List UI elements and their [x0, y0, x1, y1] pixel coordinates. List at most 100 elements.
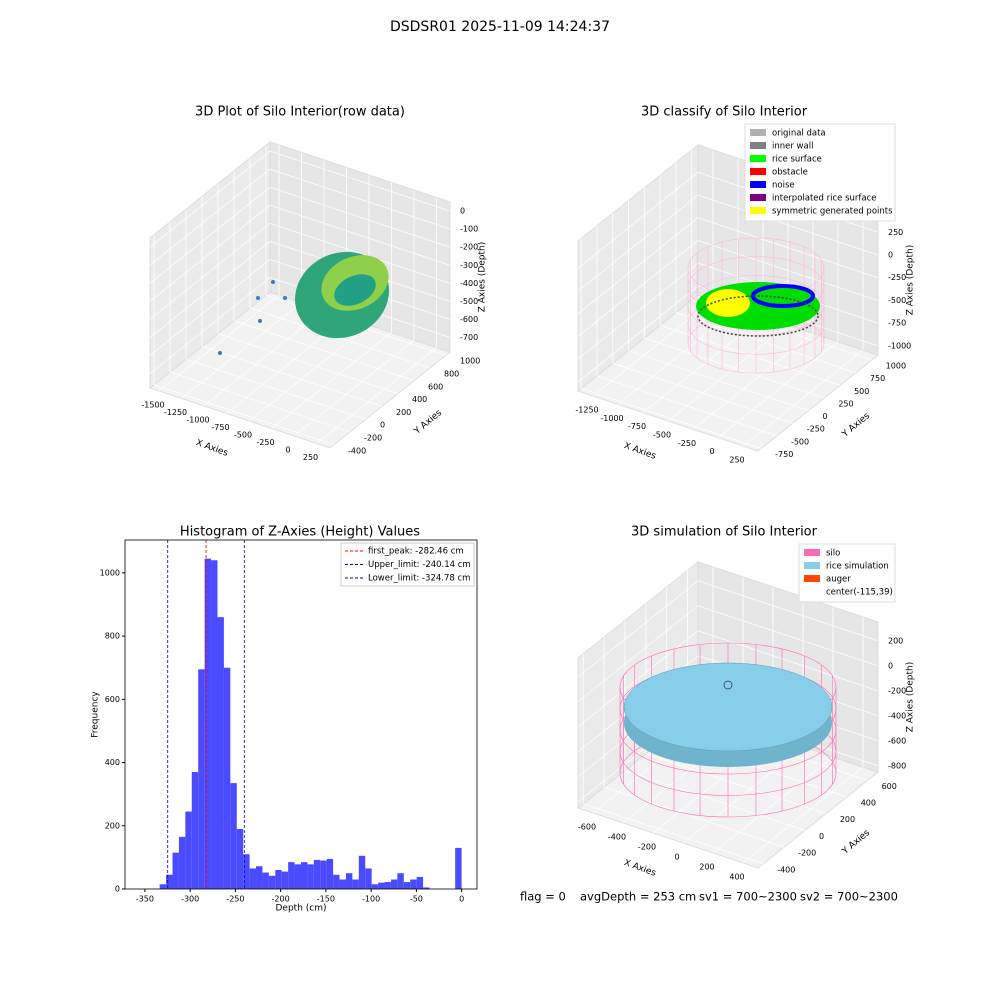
y-tick-label: 400: [861, 799, 876, 808]
bar: [256, 866, 263, 889]
x-tick-label: -1250: [164, 408, 187, 417]
y-tick-label: 200: [105, 821, 120, 830]
panel-title: 3D Plot of Silo Interior(row data): [195, 105, 405, 120]
legend-label: Upper_limit: -240.14 cm: [368, 560, 471, 570]
grid-line: [577, 240, 699, 337]
x-tick-label: -1250: [575, 406, 598, 415]
legend-swatch: [750, 207, 766, 214]
inner-wall: [697, 295, 819, 337]
x-tick-label: 0: [285, 446, 290, 455]
grid-line: [742, 349, 864, 447]
footer-text: flag = 0: [520, 890, 566, 904]
legend-label: symmetric generated points: [772, 207, 893, 217]
grid-line: [577, 262, 699, 360]
y-tick-label: -400: [348, 446, 366, 455]
panel-title: 3D classify of Silo Interior: [641, 105, 808, 120]
panel-title: 3D simulation of Silo Interior: [631, 525, 818, 540]
x-tick-label: 250: [729, 456, 744, 465]
y-tick-label: -250: [807, 425, 825, 434]
z-tick-label: -600: [888, 736, 906, 745]
bar: [185, 811, 192, 889]
bar: [236, 828, 244, 889]
footer-text: avgDepth = 253 cm: [580, 890, 696, 904]
bar: [230, 783, 237, 889]
legend-box: [744, 123, 896, 222]
legend-swatch: [804, 588, 820, 595]
x-tick-label: 250: [303, 453, 318, 462]
x-tick-label: -350: [136, 895, 154, 904]
legend-label: original data: [772, 129, 826, 139]
y-tick-label: 250: [838, 399, 853, 408]
legend-label: obstacle: [772, 168, 808, 178]
x-tick-label: -150: [317, 895, 335, 904]
bar: [455, 847, 462, 889]
y-tick-label: 750: [870, 374, 885, 383]
bar: [390, 879, 398, 889]
grid-line: [149, 204, 271, 302]
grid-line: [645, 753, 826, 815]
x-tick-label: -750: [211, 423, 229, 432]
auger-mark: [723, 680, 733, 690]
grid-line: [581, 388, 762, 449]
y-tick-label: 800: [105, 632, 120, 641]
x-tick-label: -200: [638, 843, 656, 852]
outlier-point: [218, 351, 222, 355]
legend-label: first_peak: -282.46 cm: [368, 547, 464, 557]
y-tick-label: 0: [819, 832, 824, 841]
footer-text: sv2 = 700~2300: [800, 890, 898, 904]
grid-line: [149, 223, 271, 320]
legend-label: auger: [826, 575, 851, 585]
point-cloud: [334, 274, 376, 306]
bar: [352, 879, 359, 889]
grid-line: [697, 240, 879, 301]
grid-line: [603, 786, 785, 848]
bar: [275, 870, 282, 889]
x-tick-label: -1500: [141, 401, 164, 410]
legend-label: rice surface: [772, 155, 822, 165]
legend-swatch: [804, 562, 820, 569]
z-tick-label: -750: [888, 319, 906, 328]
y-axis-label: Y Axies: [840, 828, 872, 857]
grid-line: [644, 337, 825, 399]
x-tick-label: -250: [256, 438, 274, 447]
x-tick-label: -200: [272, 895, 290, 904]
grid-line: [149, 259, 271, 356]
grid-line: [577, 605, 699, 703]
x-tick-label: -100: [362, 895, 380, 904]
grid-line: [577, 171, 699, 269]
y-tick-label: 1000: [886, 362, 906, 371]
bar: [178, 836, 186, 889]
grid-line: [577, 580, 699, 678]
bar: [339, 879, 346, 889]
y-tick-label: 400: [105, 758, 120, 767]
z-tick-label: -200: [460, 243, 478, 252]
x-axis-label: X Axies: [194, 438, 229, 459]
z-tick-label: -300: [460, 261, 478, 270]
y-tick-label: 1000: [100, 568, 120, 577]
bar: [365, 868, 372, 889]
x-axis-label: X Axies: [622, 858, 657, 879]
grid-line: [628, 350, 809, 411]
y-tick-label: -200: [364, 434, 382, 443]
z-tick-label: 250: [888, 228, 903, 237]
bar: [371, 884, 379, 889]
legend-label: interpolated rice surface: [772, 194, 877, 204]
bar: [204, 558, 212, 889]
x-tick-label: 400: [729, 873, 744, 882]
y-tick-label: 1000: [460, 357, 480, 366]
bar: [211, 560, 218, 889]
grid-line: [697, 630, 879, 692]
bar: [358, 855, 366, 889]
grid-line: [592, 299, 714, 397]
grid-line: [577, 194, 699, 292]
bar: [410, 879, 417, 889]
x-tick-label: -600: [578, 823, 596, 832]
bar: [223, 667, 231, 889]
legend-label: noise: [772, 181, 795, 191]
y-tick-label: 0: [380, 421, 385, 430]
bar: [345, 873, 353, 889]
grid-line: [712, 756, 834, 854]
bar: [249, 868, 257, 889]
legend-label: silo: [826, 549, 840, 559]
y-axis-label: Y Axies: [412, 408, 444, 437]
